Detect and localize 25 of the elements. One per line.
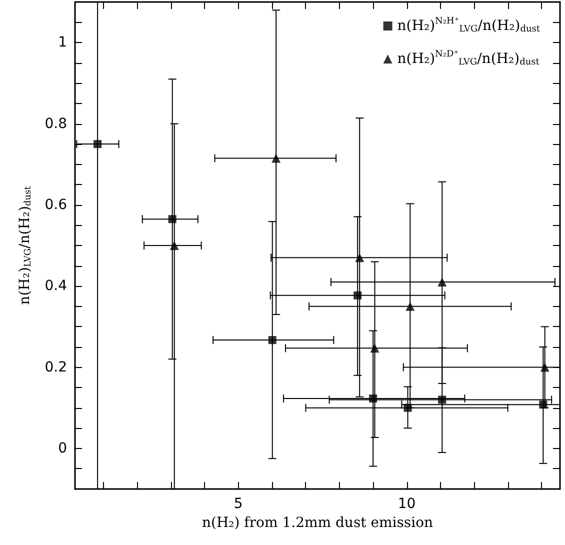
point: [540, 362, 550, 372]
point: [170, 241, 179, 250]
point: [438, 396, 446, 404]
point: [168, 215, 176, 224]
point: [94, 140, 102, 148]
y-tick-label: 1: [58, 34, 67, 51]
point: [539, 400, 548, 409]
point: [370, 344, 380, 353]
y-tick-label: 0.2: [44, 359, 67, 376]
y-tick-label: 0.4: [44, 278, 68, 294]
y-tick-label: 0.6: [44, 196, 68, 213]
point: [438, 278, 447, 287]
y-axis-title: n(H₂)LVG/n(H₂)dust: [17, 186, 34, 305]
point: [354, 291, 362, 300]
point: [355, 253, 364, 262]
point: [406, 302, 415, 311]
x-tick-label: 5: [234, 496, 243, 512]
y-tick-label: 0.8: [44, 116, 67, 132]
point: [272, 154, 281, 163]
point: [268, 336, 276, 344]
y-tick-label: 0: [58, 440, 67, 456]
point: [369, 394, 378, 402]
point: [404, 404, 412, 412]
x-tick-label: 10: [398, 496, 416, 512]
x-axis-title: n(H₂) from 1.2mm dust emission: [202, 514, 434, 531]
